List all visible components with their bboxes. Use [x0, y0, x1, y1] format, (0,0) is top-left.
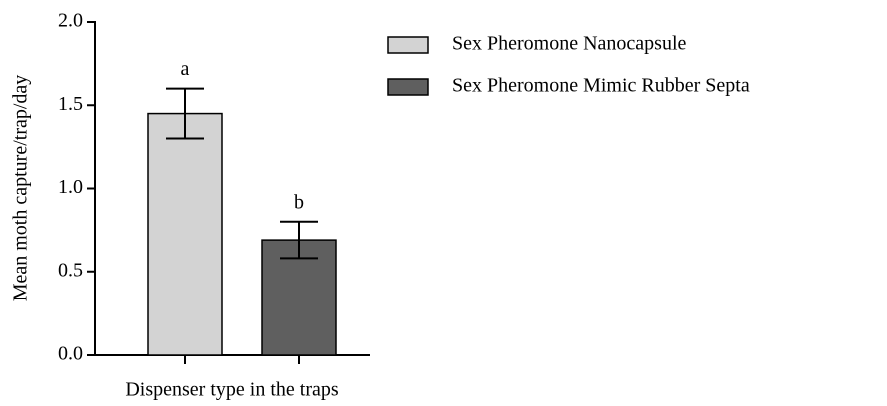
y-axis-label: Mean moth capture/trap/day: [10, 75, 32, 302]
significance-letter: b: [294, 191, 304, 213]
bar: [147, 112, 223, 356]
y-tick-label: 0.5: [58, 259, 83, 281]
x-axis-label: Dispenser type in the traps: [125, 379, 338, 401]
y-tick-label: 2.0: [58, 10, 83, 32]
y-tick-label: 1.5: [58, 93, 83, 115]
legend-label: Sex Pheromone Mimic Rubber Septa: [452, 75, 750, 97]
legend-swatch: [387, 36, 429, 54]
y-tick-label: 1.0: [58, 176, 83, 198]
legend-swatch: [387, 78, 429, 96]
y-tick-label: 0.0: [58, 343, 83, 365]
significance-letter: a: [181, 58, 190, 80]
legend-label: Sex Pheromone Nanocapsule: [452, 33, 687, 55]
